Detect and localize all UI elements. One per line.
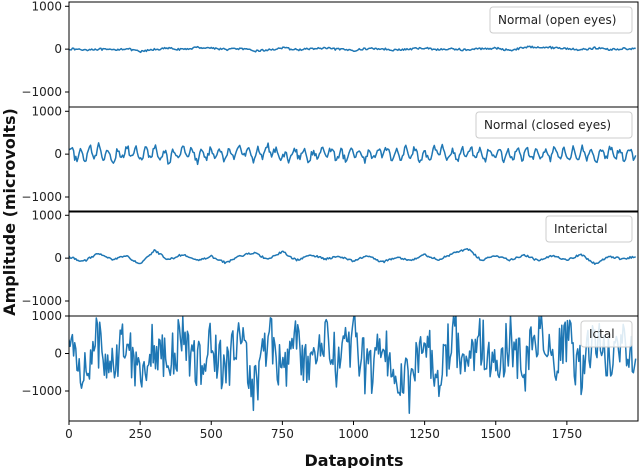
y-tick-label: −1000 <box>21 294 62 308</box>
y-tick-label: 1000 <box>31 0 62 13</box>
panel-2: 1000 0 −1000 Normal (closed eyes) <box>21 104 639 213</box>
y-tick-label: 1000 <box>31 104 62 118</box>
x-tick-label: 250 <box>129 427 152 441</box>
series-line-4 <box>69 316 637 414</box>
panel-frame <box>68 106 639 213</box>
legend-box <box>545 215 633 243</box>
y-tick-label: 0 <box>54 251 62 265</box>
panel-frame <box>68 315 639 422</box>
y-tick-label: 0 <box>54 347 62 361</box>
legend-box <box>580 320 633 348</box>
legend-label: Ictal <box>589 327 615 341</box>
legend-box <box>475 111 633 139</box>
x-tick-label: 0 <box>65 427 73 441</box>
series-line-1 <box>69 45 636 54</box>
y-tick-label: 1000 <box>31 208 62 222</box>
y-axis-title: Amplitude (microvolts) <box>0 108 19 316</box>
x-tick-label: 1500 <box>480 427 511 441</box>
panel-4: 1000 0 −1000 Ictal <box>21 309 639 422</box>
panel-1: 1000 0 −1000 Normal (open eyes) <box>21 0 639 108</box>
x-tick-label: 750 <box>271 427 294 441</box>
x-tick-label: 1000 <box>338 427 369 441</box>
x-tick-label: 1250 <box>409 427 440 441</box>
x-tick-label: 1750 <box>552 427 583 441</box>
legend-box <box>489 6 633 34</box>
series-line-2 <box>69 142 637 166</box>
legend-label: Normal (closed eyes) <box>484 118 611 132</box>
panel-3: 1000 0 −1000 Interictal <box>21 208 639 317</box>
series-line-3 <box>69 247 636 265</box>
x-axis-title: Datapoints <box>304 451 403 468</box>
x-tick-label: 500 <box>200 427 223 441</box>
y-tick-label: −1000 <box>21 85 62 99</box>
legend-label: Interictal <box>554 222 608 236</box>
y-tick-label: 1000 <box>31 309 62 323</box>
y-tick-label: 0 <box>54 42 62 56</box>
legend-label: Normal (open eyes) <box>498 13 616 27</box>
y-tick-label: −1000 <box>21 384 62 398</box>
x-axis: 0 250 500 750 1000 1250 1500 1750 <box>65 421 582 441</box>
y-tick-label: −1000 <box>21 190 62 204</box>
panels-layer: 1000 0 −1000 Normal (open eyes) 1000 0 −1000 No… <box>21 0 639 422</box>
y-tick-label: 0 <box>54 147 62 161</box>
